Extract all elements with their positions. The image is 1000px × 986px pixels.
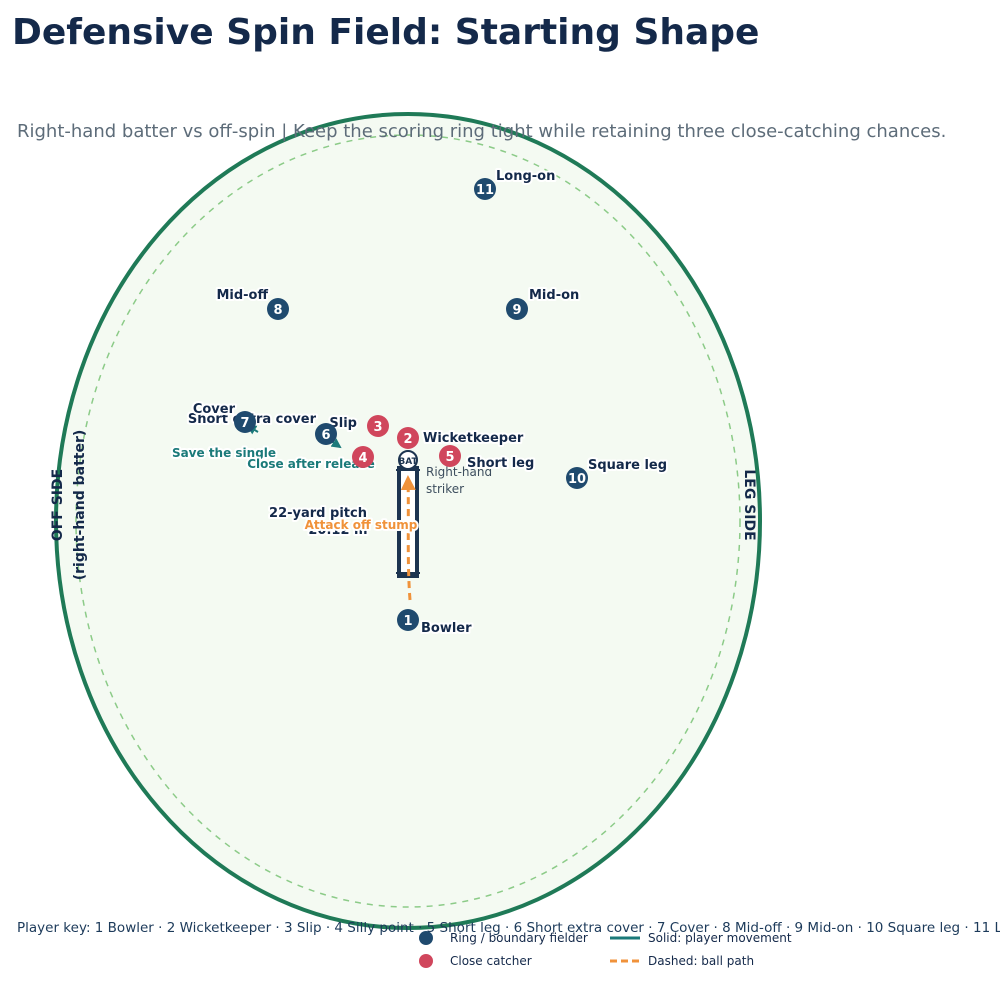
ball-path (400, 475, 416, 601)
fielder-number-square-leg: 10 (568, 472, 586, 487)
fielder-number-slip: 3 (373, 420, 382, 435)
batter-marker (398, 450, 418, 470)
legend-close-text: Close catcher (450, 954, 532, 968)
pitch-length: 20.12 m (308, 523, 367, 538)
player-key: Player key: 1 Bowler · 2 Wicketkeeper · … (17, 920, 1000, 936)
subtitle: Right-hand batter vs off-spin | Keep the… (17, 121, 947, 142)
fielder-marker-long-on (474, 178, 496, 200)
fielder-label-mid-on: Mid-on (529, 288, 579, 303)
fielder-number-bowler: 1 (403, 614, 412, 629)
off-side-label: OFF SIDE (50, 469, 66, 541)
fielder-number-silly-point: 4 (358, 451, 367, 466)
fielder-number-long-on: 11 (476, 183, 494, 198)
fielder-label-slip: Slip (329, 416, 357, 431)
fielder-marker-cover (234, 411, 256, 433)
fielder-marker-short-leg (439, 445, 461, 467)
inner-ring (75, 134, 741, 908)
fielder-number-cover: 7 (240, 416, 249, 431)
fielder-marker-slip (367, 415, 389, 437)
legend-ring-text: Ring / boundary fielder (450, 931, 588, 945)
leg-side-label: LEG SIDE (741, 469, 757, 540)
fielder-marker-short-extra-cover (315, 423, 337, 445)
batter-marker-text: BAT (398, 457, 418, 467)
fielder-marker-silly-point (352, 446, 374, 468)
annotation-attack-off-stump: Attack off stump (305, 518, 418, 532)
pitch-label: 22-yard pitch (269, 506, 367, 521)
fielder-label-square-leg: Square leg (588, 458, 667, 473)
fielder-number-short-leg: 5 (445, 450, 454, 465)
fielder-marker-mid-on (506, 298, 528, 320)
fielder-label-short-leg: Short leg (467, 456, 534, 471)
fielder-marker-mid-off (267, 298, 289, 320)
legend-ball-text: Dashed: ball path (648, 954, 754, 968)
page-title: Defensive Spin Field: Starting Shape (12, 12, 760, 53)
fielder-marker-wicketkeeper (397, 427, 419, 449)
fielder-label-long-on: Long-on (496, 169, 555, 184)
fielder-number-wicketkeeper: 2 (403, 432, 412, 447)
legend: Ring / boundary fielder Close catcher So… (419, 931, 792, 968)
annotation-save-single: Save the single (172, 446, 276, 460)
off-side-sublabel: (right-hand batter) (72, 430, 88, 581)
fielder-label-bowler: Bowler (421, 621, 472, 636)
batter-note-line1: Right-hand (426, 465, 492, 479)
fielder-label-cover: Cover (193, 402, 236, 417)
batter-note-line2: striker (426, 482, 464, 496)
fielder-marker-bowler (397, 609, 419, 631)
annotation-close-after-release: Close after release (247, 457, 375, 471)
legend-close-swatch (419, 954, 433, 968)
fielder-marker-square-leg (566, 467, 588, 489)
fielder-label-wicketkeeper: Wicketkeeper (423, 431, 524, 446)
legend-movement-text: Solid: player movement (648, 931, 792, 945)
fielder-number-mid-off: 8 (273, 303, 282, 318)
fielder-number-short-extra-cover: 6 (321, 428, 330, 443)
fielder-number-mid-on: 9 (512, 303, 521, 318)
fielder-label-mid-off: Mid-off (216, 288, 268, 303)
legend-ring-swatch (419, 931, 433, 945)
